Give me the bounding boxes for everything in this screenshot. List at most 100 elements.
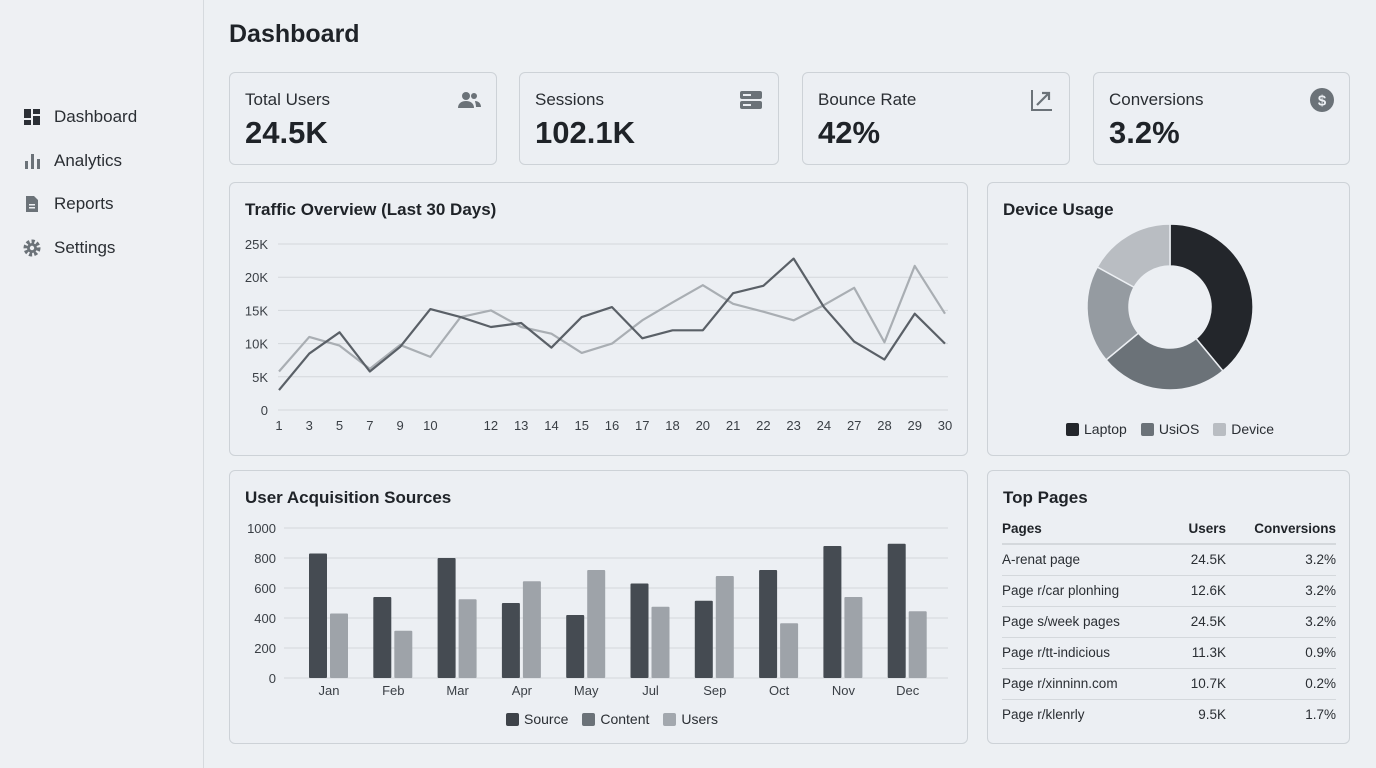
legend-swatch [506, 713, 519, 726]
x-tick-label: 10 [423, 418, 437, 433]
legend-item: Laptop [1066, 421, 1127, 437]
legend-label: Laptop [1084, 421, 1127, 437]
legend-item: Source [506, 711, 568, 727]
dollar-icon: $ [1310, 88, 1334, 112]
x-tick-label: Jan [319, 683, 340, 698]
table-row[interactable]: Page r/car plonhing 12.6K 3.2% [1002, 575, 1336, 607]
bar-source [823, 546, 842, 678]
kpi-card-total-users: Total Users 24.5K [229, 72, 497, 165]
legend-item: Device [1213, 421, 1274, 437]
x-tick-label: 12 [484, 418, 498, 433]
kpi-value: 42% [818, 115, 881, 150]
y-tick-label: 5K [252, 370, 268, 385]
x-tick-label: 23 [786, 418, 800, 433]
svg-text:$: $ [1318, 93, 1327, 110]
x-tick-label: 15 [574, 418, 588, 433]
device-donut-chart [1086, 223, 1254, 391]
y-tick-label: 0 [269, 671, 276, 686]
donut-legend: Laptop UsiOS Device [1066, 421, 1274, 437]
table-cell: 3.2% [1226, 575, 1336, 607]
bar-source [373, 597, 392, 678]
table-row[interactable]: Page r/klenrly 9.5K 1.7% [1002, 700, 1336, 731]
sidebar-item-settings[interactable]: Settings [22, 238, 115, 258]
x-tick-label: 1 [275, 418, 282, 433]
x-tick-label: 29 [907, 418, 921, 433]
table-cell: 3.2% [1226, 544, 1336, 576]
sidebar-item-reports[interactable]: Reports [22, 194, 114, 214]
dashboard-icon [24, 109, 40, 125]
y-tick-label: 600 [254, 581, 276, 596]
bar-legend: Source Content Users [506, 711, 718, 727]
column-header: Pages [1002, 515, 1156, 545]
y-tick-label: 1000 [247, 521, 276, 536]
server-icon [740, 91, 762, 109]
top-pages-table: Pages Users Conversions A-renat page 24.5… [1002, 515, 1336, 730]
x-tick-label: Sep [703, 683, 726, 698]
bar-users [780, 623, 799, 678]
table-cell: 3.2% [1226, 606, 1336, 638]
y-tick-label: 25K [245, 237, 268, 252]
bar-source [566, 615, 585, 678]
donut-segment [1169, 223, 1254, 373]
bar-users [394, 630, 413, 678]
x-tick-label: Jul [642, 683, 659, 698]
kpi-label: Conversions [1109, 90, 1204, 109]
bar-users [458, 599, 477, 678]
bar-users [844, 597, 863, 678]
x-tick-label: Feb [382, 683, 404, 698]
sidebar-item-dashboard[interactable]: Dashboard [22, 107, 137, 127]
y-tick-label: 0 [261, 403, 268, 418]
kpi-value: 3.2% [1109, 115, 1180, 150]
y-tick-label: 10K [245, 337, 268, 352]
kpi-value: 24.5K [245, 115, 328, 150]
bar-source [759, 570, 778, 678]
x-tick-label: 18 [665, 418, 679, 433]
chart-title: Traffic Overview (Last 30 Days) [245, 200, 497, 219]
sidebar-item-analytics[interactable]: Analytics [22, 151, 122, 171]
bar-source [501, 603, 520, 678]
table-cell: Page r/tt-indicious [1002, 637, 1156, 669]
table-cell: 12.6K [1156, 575, 1226, 607]
x-tick-label: 3 [306, 418, 313, 433]
sidebar-item-label: Settings [54, 238, 116, 257]
legend-label: UsiOS [1158, 421, 1200, 437]
bar-source [694, 600, 713, 678]
bar-source [437, 558, 456, 678]
x-tick-label: 9 [396, 418, 403, 433]
table-cell: 9.5K [1198, 707, 1226, 722]
x-tick-label: 24 [817, 418, 831, 433]
legend-item: UsiOS [1140, 421, 1200, 437]
table-cell: Page r/xinninn.com [1002, 668, 1156, 700]
table-row[interactable]: A-renat page 24.5K 3.2% [1002, 544, 1336, 576]
x-tick-label: 14 [544, 418, 558, 433]
table-row[interactable]: Page s/week pages 24.5K 3.2% [1002, 606, 1336, 638]
bar-source [630, 583, 649, 678]
table-row[interactable]: Page r/tt-indicious 11.3K 0.9% [1002, 637, 1336, 669]
table-cell: 24.5K [1156, 606, 1226, 638]
x-tick-label: 28 [877, 418, 891, 433]
bar-users [522, 581, 541, 678]
x-tick-label: 13 [514, 418, 528, 433]
x-tick-label: 21 [726, 418, 740, 433]
series-line-1 [278, 257, 946, 391]
y-tick-label: 20K [245, 270, 268, 285]
table-cell: A-renat page [1002, 544, 1156, 576]
bar-users [651, 606, 670, 678]
sidebar: Dashboard Analytics Reports Settings [0, 0, 204, 768]
x-tick-label: 5 [336, 418, 343, 433]
x-tick-label: Dec [896, 683, 920, 698]
traffic-overview-card: Traffic Overview (Last 30 Days) 0 5K 10K 15… [229, 182, 968, 456]
legend-swatch [663, 713, 677, 726]
x-tick-label: May [574, 683, 599, 698]
table-cell: 0.2% [1226, 668, 1336, 700]
x-tick-label: 22 [756, 418, 770, 433]
table-cell: 0.9% [1226, 637, 1336, 669]
column-header: Conversions [1226, 515, 1336, 545]
x-tick-label: Mar [446, 683, 469, 698]
table-row[interactable]: Page r/xinninn.com 10.7K 0.2% [1002, 668, 1336, 700]
series-line-2 [278, 264, 946, 373]
x-tick-label: Apr [512, 683, 533, 698]
donut-segment [1104, 332, 1224, 391]
x-tick-label: 20 [696, 418, 710, 433]
